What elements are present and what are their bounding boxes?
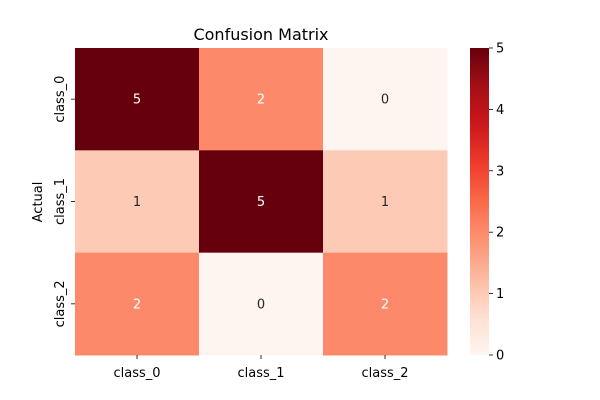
heatmap-cells	[75, 48, 448, 356]
cell-value-label-r0-c1: 2	[257, 93, 265, 108]
cell-value-label-r2-c2: 2	[381, 297, 389, 312]
heatmap-annotations: 5 2 0 1 5 1 2 0 2	[133, 93, 389, 313]
heatmap-cell-r0-c2	[323, 48, 448, 151]
heatmap-cell-r0-c1	[199, 48, 324, 151]
colorbar-ticks: 0 1 2 3 4 5	[489, 42, 504, 364]
cell-value-label-r0-c2: 0	[381, 93, 389, 108]
y-tick-label-2: class_2	[53, 280, 68, 327]
heatmap-cell-r0-c0	[75, 48, 200, 151]
colorbar-tick-label-1: 1	[496, 287, 504, 302]
colorbar-tick-label-4: 4	[496, 103, 504, 118]
x-axis-ticks: class_0 class_1 class_2	[113, 355, 409, 381]
heatmap-cell-r2-c2	[323, 252, 448, 356]
colorbar-tick-label-5: 5	[496, 42, 504, 57]
y-tick-label-1: class_1	[53, 178, 68, 225]
x-tick-label-0: class_0	[113, 366, 160, 381]
cell-value-label-r2-c0: 2	[133, 297, 141, 312]
heatmap-cell-r1-c1	[199, 150, 324, 254]
heatmap-cell-r1-c0	[75, 150, 200, 254]
cell-value-label-r2-c1: 0	[257, 297, 265, 312]
y-axis-ticks: class_0 class_1 class_2	[53, 76, 75, 327]
heatmap-cell-r1-c2	[323, 150, 448, 254]
x-tick-label-1: class_1	[237, 366, 284, 381]
colorbar-tick-label-2: 2	[496, 226, 504, 241]
heatmap-cell-r2-c0	[75, 252, 200, 356]
colorbar-tick-label-3: 3	[496, 164, 504, 179]
chart-title: Confusion Matrix	[193, 25, 328, 44]
cell-value-label-r1-c0: 1	[133, 195, 141, 210]
y-axis-label: Actual	[31, 182, 46, 223]
colorbar	[470, 48, 489, 355]
colorbar-tick-label-0: 0	[496, 349, 504, 364]
x-tick-label-2: class_2	[361, 366, 408, 381]
y-tick-label-0: class_0	[53, 76, 68, 123]
cell-value-label-r1-c1: 5	[257, 195, 265, 210]
cell-value-label-r1-c2: 1	[381, 195, 389, 210]
cell-value-label-r0-c0: 5	[133, 93, 141, 108]
heatmap-cell-r2-c1	[199, 252, 324, 356]
